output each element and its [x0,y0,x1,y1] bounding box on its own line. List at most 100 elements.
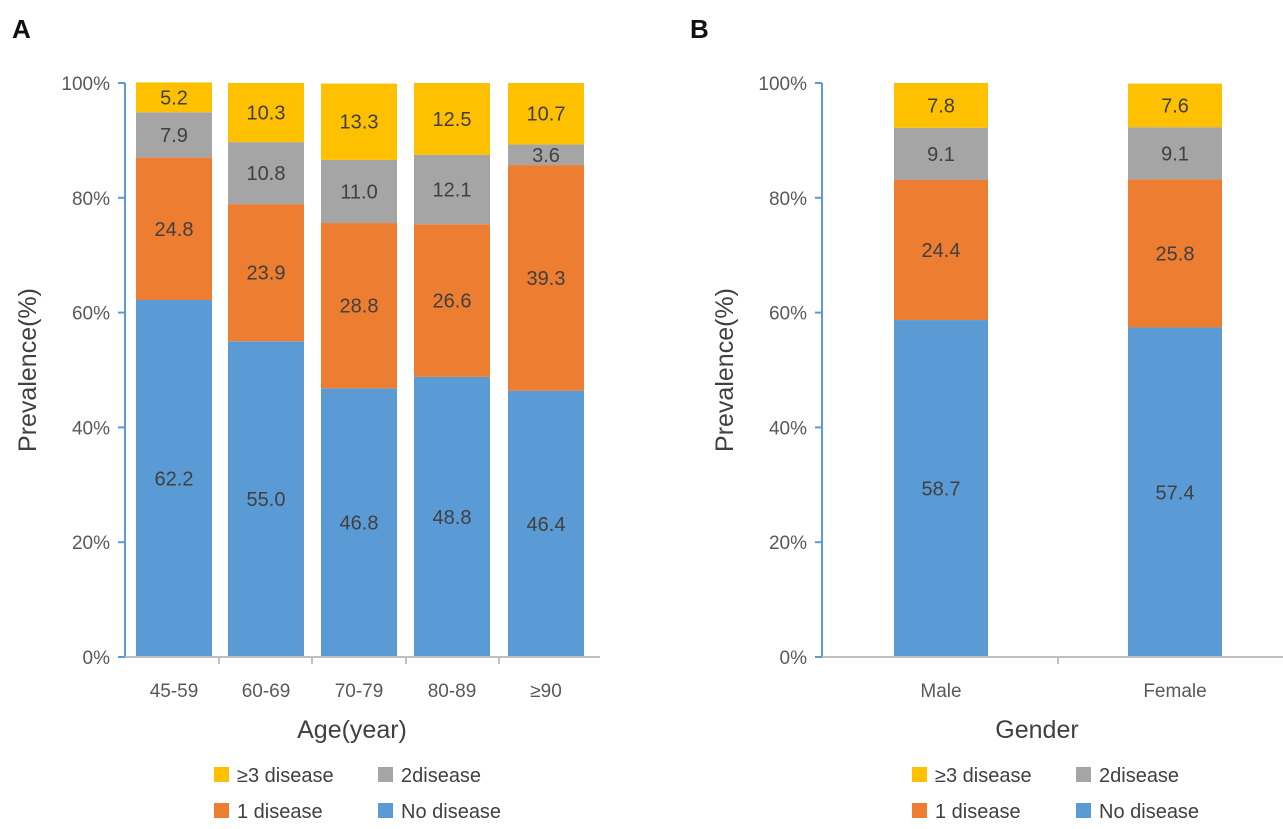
legend: ≥3 disease 2disease 1 disease No disease [912,765,1199,823]
legend-swatch-2disease [378,767,393,782]
x-axis-title: Gender [995,716,1078,744]
bar-segment-1-disease-gte90 [508,165,584,391]
panel-letter-b: B [690,14,709,44]
bar-segment-no-disease-45-59 [136,299,212,657]
bar-segment-1-disease-male [894,180,988,321]
data-label-2disease-60-69: 10.8 [247,163,286,185]
y-tick-label-20: 20% [72,533,110,554]
data-label-no-disease-45-59: 62.2 [155,468,194,490]
bar-segment-1-disease-female [1128,179,1222,328]
bar-segment-gte3-disease-female [1128,83,1222,128]
data-label-2disease-45-59: 7.9 [160,125,188,147]
legend-swatch-gte3-disease [912,767,927,782]
legend-swatch-1-disease [214,803,229,818]
legend: ≥3 disease 2disease 1 disease No disease [214,765,501,823]
legend-label-1-disease: 1 disease [237,801,323,823]
bar-segment-1-disease-45-59 [136,157,212,300]
legend-label-2disease: 2disease [1099,765,1179,787]
x-axis-title: Age(year) [297,716,407,744]
bar-segment-gte3-disease-80-89 [414,83,490,155]
legend-label-2disease: 2disease [401,765,481,787]
bar-segment-no-disease-70-79 [321,388,397,657]
y-tick-label-80: 80% [72,189,110,210]
bar-segment-1-disease-60-69 [228,204,304,342]
y-tick-label-20: 20% [769,533,807,554]
data-label-1-disease-60-69: 23.9 [247,263,286,285]
legend-swatch-gte3-disease [214,767,229,782]
data-label-1-disease-female: 25.8 [1156,243,1195,265]
data-label-2disease-female: 9.1 [1161,143,1189,165]
data-label-gte3-disease-80-89: 12.5 [433,109,472,131]
bar-segment-2disease-gte90 [508,144,584,166]
data-label-gte3-disease-gte90: 10.7 [527,104,566,126]
bar-segment-gte3-disease-gte90 [508,83,584,145]
bar-segment-gte3-disease-70-79 [321,83,397,160]
x-tick-label-70-79: 70-79 [335,681,384,702]
y-tick-label-80: 80% [769,189,807,210]
panel-b: B 58.7 24.4 9.1 7.8 57.4 25.8 9.1 7.6 0% 20% 40% 60%… [690,14,1283,823]
bar-segment-2disease-70-79 [321,159,397,224]
bar-segment-gte3-disease-male [894,83,988,128]
x-tick-label-gte90: ≥90 [530,681,562,702]
bar-segment-1-disease-70-79 [321,223,397,389]
panel-letter-a: A [12,14,31,44]
y-tick-label-0: 0% [780,648,808,669]
data-label-2disease-80-89: 12.1 [433,179,472,201]
y-tick-label-0: 0% [83,648,111,669]
data-label-no-disease-male: 58.7 [922,479,961,501]
bar-segment-no-disease-male [894,320,988,657]
bar-segment-no-disease-60-69 [228,341,304,657]
legend-label-gte3-disease: ≥3 disease [935,765,1032,787]
data-label-gte3-disease-60-69: 10.3 [247,103,286,125]
panel-a: A 62.2 24.8 7.9 5.2 55.0 23.9 10.8 10.3 46.8 28.8 1… [12,14,600,823]
bar-segment-2disease-60-69 [228,142,304,205]
legend-swatch-no-disease [1076,803,1091,818]
y-axis-title: Prevalence(%) [711,288,739,452]
data-label-2disease-70-79: 11.0 [340,181,377,203]
y-tick-label-60: 60% [72,304,110,325]
legend-label-gte3-disease: ≥3 disease [237,765,334,787]
legend-swatch-1-disease [912,803,927,818]
data-label-no-disease-80-89: 48.8 [433,507,472,529]
data-label-1-disease-male: 24.4 [922,240,961,262]
bar-segment-2disease-female [1128,127,1222,180]
data-label-1-disease-45-59: 24.8 [155,219,194,241]
data-label-no-disease-70-79: 46.8 [340,513,379,535]
bar-segment-2disease-male [894,127,988,181]
x-tick-label-female: Female [1143,681,1206,702]
bar-segment-1-disease-80-89 [414,224,490,377]
bar-segment-no-disease-gte90 [508,390,584,657]
legend-label-no-disease: No disease [401,801,501,823]
legend-label-no-disease: No disease [1099,801,1199,823]
bar-segment-2disease-80-89 [414,154,490,225]
y-tick-label-60: 60% [769,304,807,325]
x-tick-label-male: Male [920,681,961,702]
data-label-gte3-disease-female: 7.6 [1161,95,1189,117]
bar-segment-gte3-disease-45-59 [136,82,212,113]
data-label-gte3-disease-45-59: 5.2 [160,87,188,109]
data-label-gte3-disease-male: 7.8 [927,95,955,117]
data-label-1-disease-80-89: 26.6 [433,291,472,313]
legend-label-1-disease: 1 disease [935,801,1021,823]
bar-segment-no-disease-female [1128,327,1222,657]
x-tick-label-45-59: 45-59 [150,681,199,702]
x-tick-label-80-89: 80-89 [428,681,477,702]
data-label-2disease-gte90: 3.6 [532,145,560,167]
data-label-1-disease-gte90: 39.3 [527,268,566,290]
data-label-gte3-disease-70-79: 13.3 [340,112,379,134]
y-axis-title: Prevalence(%) [14,288,42,452]
x-tick-label-60-69: 60-69 [242,681,291,702]
y-tick-label-100: 100% [758,74,807,95]
y-tick-label-40: 40% [72,418,110,439]
data-label-2disease-male: 9.1 [927,144,955,166]
data-label-no-disease-female: 57.4 [1156,482,1195,504]
data-label-no-disease-gte90: 46.4 [527,514,566,536]
bar-segment-2disease-45-59 [136,112,212,158]
legend-swatch-no-disease [378,803,393,818]
data-label-no-disease-60-69: 55.0 [247,489,286,511]
legend-swatch-2disease [1076,767,1091,782]
y-tick-label-100: 100% [61,74,110,95]
bar-segment-no-disease-80-89 [414,376,490,657]
data-label-1-disease-70-79: 28.8 [340,296,379,318]
